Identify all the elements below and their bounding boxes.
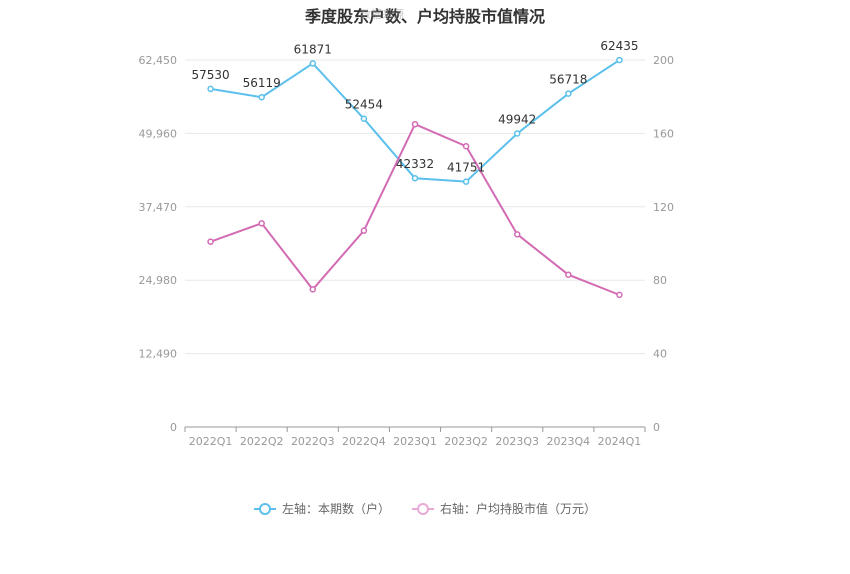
chart-title: 季度股东户数、户均持股市值情况 — [304, 7, 545, 26]
x-tick-label: 2022Q2 — [240, 435, 284, 448]
data-point-left — [462, 178, 470, 185]
label-layer: 57530 56119 61871 52454 42332 41751 49942 56718… — [191, 39, 638, 175]
legend-label-right: 右轴：户均持股市值（万元） — [440, 502, 597, 516]
data-point-right — [565, 271, 572, 278]
watermark: 数据来源 — [360, 8, 404, 21]
grid-layer — [185, 59, 645, 355]
right-tick-label: 40 — [653, 348, 667, 361]
x-tick-label: 2023Q4 — [547, 435, 591, 448]
data-point-right — [462, 142, 470, 150]
left-tick-label: 24,980 — [139, 274, 178, 287]
data-label: 41751 — [447, 161, 485, 175]
left-tick-label: 37,470 — [139, 201, 178, 214]
data-point-right — [411, 120, 419, 128]
right-tick-label: 160 — [653, 127, 674, 140]
data-label: 56119 — [243, 76, 281, 90]
data-point-left — [411, 174, 419, 182]
right-tick-label: 80 — [653, 274, 667, 287]
legend-swatch-right-icon — [412, 502, 434, 515]
data-label: 49942 — [498, 113, 536, 127]
left-tick-label: 49,960 — [139, 127, 178, 140]
left-tick-label: 0 — [170, 421, 177, 434]
data-label: 56718 — [549, 73, 587, 87]
left-tick-label: 12,490 — [139, 348, 178, 361]
data-label: 57530 — [191, 68, 229, 82]
x-tick-label: 2023Q2 — [444, 435, 488, 448]
legend: 左轴：本期数（户） 右轴：户均持股市值（万元） — [0, 500, 850, 517]
data-point-left — [565, 90, 572, 97]
x-tick-label: 2023Q1 — [393, 435, 437, 448]
x-tick-label: 2023Q3 — [495, 435, 539, 448]
data-point-left — [513, 130, 521, 137]
left-tick-label: 62,450 — [139, 54, 178, 67]
x-tick-label: 2022Q4 — [342, 435, 386, 448]
data-label: 62435 — [600, 39, 638, 53]
axis-layer: 0 12,490 24,980 37,470 49,960 62,450 0 40 80 120 1… — [139, 54, 675, 448]
legend-label-left: 左轴：本期数（户） — [281, 502, 390, 516]
data-point-left — [360, 115, 368, 122]
data-point-right — [258, 220, 265, 227]
legend-swatch-left-icon — [253, 502, 276, 515]
legend-item-left-series[interactable]: 左轴：本期数（户） — [253, 500, 390, 517]
x-tick-label: 2024Q1 — [598, 435, 642, 448]
data-label: 61871 — [294, 42, 332, 56]
right-tick-label: 200 — [653, 54, 674, 67]
data-point-right — [616, 291, 623, 299]
legend-item-right-series[interactable]: 右轴：户均持股市值（万元） — [412, 500, 596, 517]
data-point-right — [207, 238, 214, 245]
data-label: 52454 — [345, 98, 383, 112]
data-label: 42332 — [396, 157, 434, 171]
data-point-right — [360, 227, 368, 234]
data-point-right — [309, 286, 317, 293]
x-tick-label: 2022Q1 — [189, 435, 233, 448]
series-layer — [207, 56, 623, 299]
data-point-left — [309, 60, 317, 67]
right-tick-label: 120 — [653, 201, 674, 214]
data-point-left — [616, 56, 623, 64]
x-tick-label: 2022Q3 — [291, 435, 335, 448]
data-point-left — [258, 93, 265, 101]
right-tick-label: 0 — [653, 421, 660, 434]
data-point-left — [207, 85, 214, 93]
series-line-right — [210, 122, 620, 296]
data-point-right — [513, 231, 521, 238]
